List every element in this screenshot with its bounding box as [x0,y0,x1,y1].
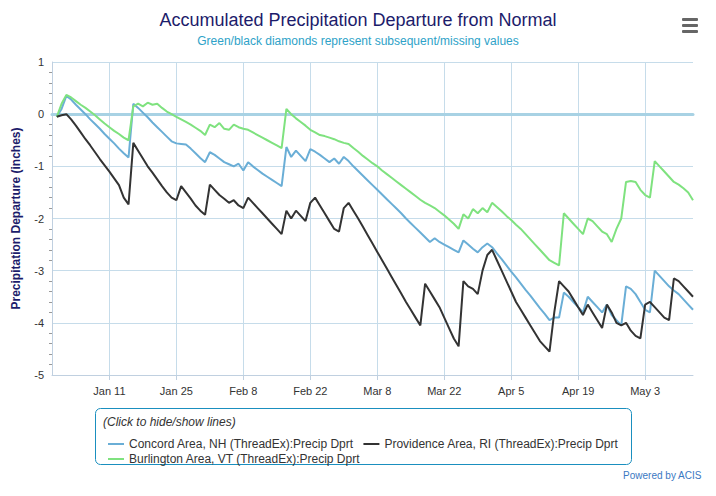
svg-text:-2: -2 [34,213,44,225]
svg-text:1: 1 [38,56,44,68]
svg-text:May 3: May 3 [630,385,660,397]
svg-text:Precipitation Departure (inche: Precipitation Departure (inches) [9,127,23,309]
svg-text:(Click to hide/show lines): (Click to hide/show lines) [103,415,236,429]
svg-text:Apr 19: Apr 19 [562,385,594,397]
svg-text:Burlington Area, VT (ThreadEx): Burlington Area, VT (ThreadEx):Precip Dp… [129,452,360,466]
svg-text:Mar 22: Mar 22 [427,385,461,397]
svg-text:Apr 5: Apr 5 [498,385,524,397]
svg-text:Feb 22: Feb 22 [293,385,327,397]
svg-text:Powered by ACIS: Powered by ACIS [623,470,702,481]
svg-text:Feb 8: Feb 8 [229,385,257,397]
svg-text:-3: -3 [34,265,44,277]
svg-text:Jan 25: Jan 25 [160,385,193,397]
svg-text:Concord Area, NH (ThreadEx):Pr: Concord Area, NH (ThreadEx):Precip Dprt [129,437,354,451]
svg-text:Mar 8: Mar 8 [363,385,391,397]
svg-text:-4: -4 [34,317,44,329]
svg-text:0: 0 [38,108,44,120]
svg-text:-5: -5 [34,369,44,381]
svg-text:-1: -1 [34,160,44,172]
svg-text:Providence Area, RI (ThreadEx): Providence Area, RI (ThreadEx):Precip Dp… [384,437,618,451]
svg-text:Green/black diamonds represent: Green/black diamonds represent subsequen… [197,34,519,48]
svg-text:Accumulated Precipitation Depa: Accumulated Precipitation Departure from… [159,10,556,30]
svg-text:Jan 11: Jan 11 [93,385,125,397]
